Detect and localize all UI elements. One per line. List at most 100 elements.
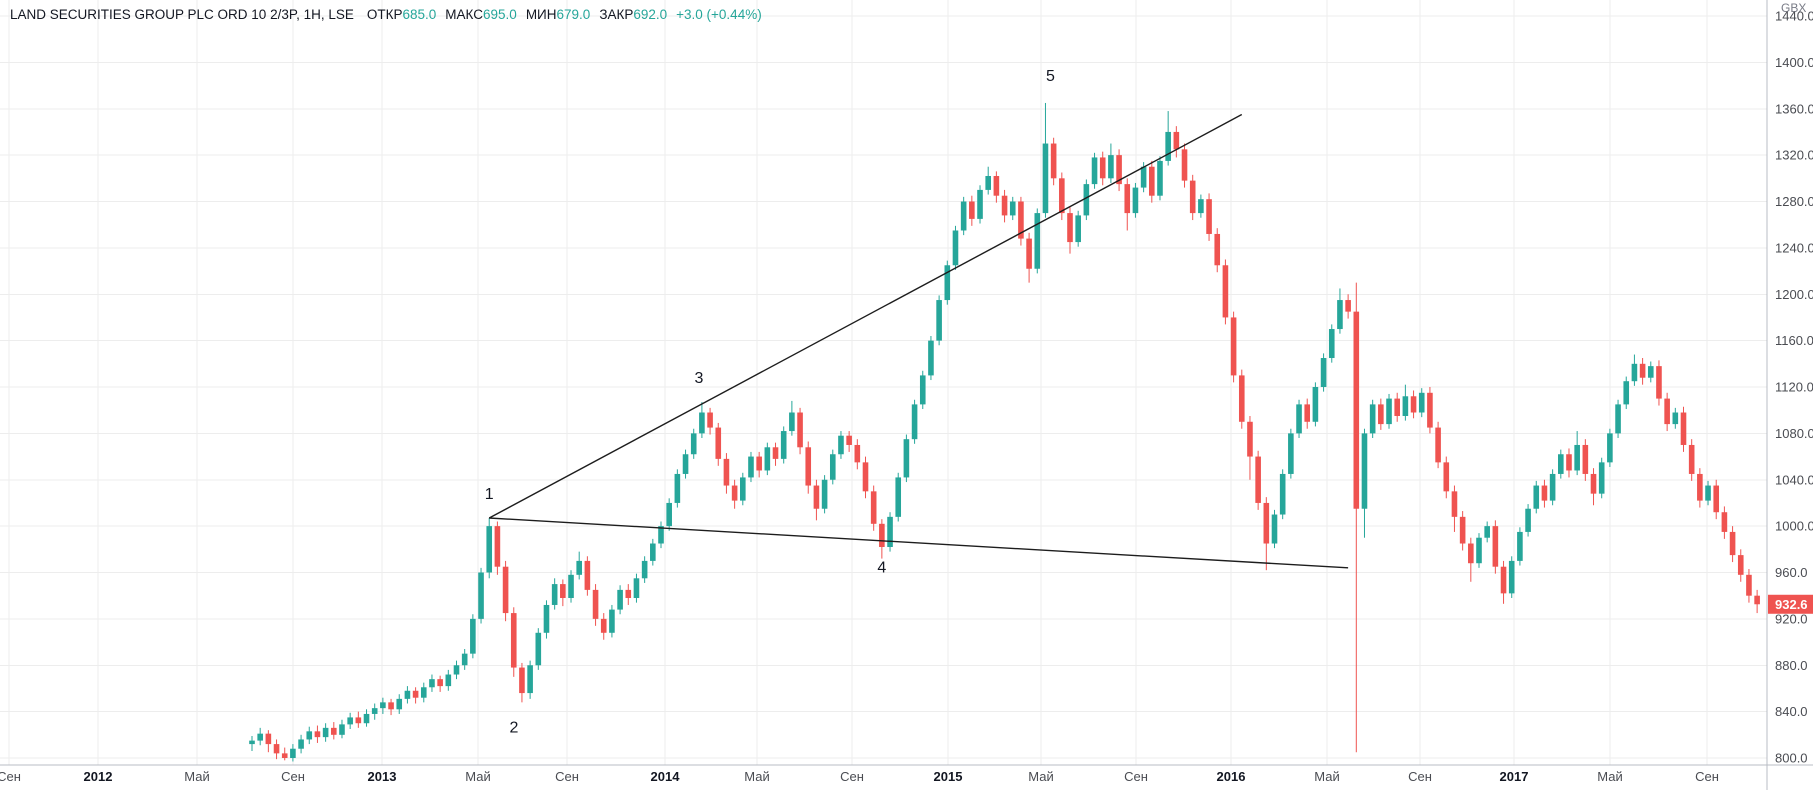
candle-body bbox=[1598, 462, 1605, 494]
time-tick-label: 2013 bbox=[368, 769, 397, 784]
candle-body bbox=[1566, 454, 1572, 471]
candle-body bbox=[609, 609, 615, 633]
candle-body bbox=[764, 447, 771, 471]
candle-body bbox=[306, 731, 313, 740]
candle-body bbox=[1034, 213, 1041, 269]
wave-label-5[interactable]: 5 bbox=[1046, 68, 1055, 85]
candle-body bbox=[1459, 516, 1466, 544]
symbol-title[interactable]: LAND SECURITIES GROUP PLC ORD 10 2/3P, 1… bbox=[10, 7, 354, 22]
candle-body bbox=[1140, 166, 1147, 188]
candle-body bbox=[535, 632, 542, 666]
candle-body bbox=[314, 731, 321, 738]
candle-body bbox=[1083, 184, 1090, 216]
candle-body bbox=[641, 560, 648, 579]
time-tick-label: 2012 bbox=[84, 769, 113, 784]
candle-body bbox=[1108, 155, 1114, 179]
candle-body bbox=[1214, 233, 1221, 266]
candle-body bbox=[478, 572, 484, 619]
candle-body bbox=[1116, 155, 1122, 185]
candle-body bbox=[1713, 485, 1720, 513]
price-tick-label: 1400.0 bbox=[1775, 55, 1813, 70]
wave-label-3[interactable]: 3 bbox=[694, 370, 703, 387]
price-tick-label: 840.0 bbox=[1775, 704, 1808, 719]
candle-body bbox=[1328, 329, 1335, 359]
candle-body bbox=[429, 679, 435, 688]
candle-body bbox=[723, 458, 730, 486]
time-tick-label: Сен bbox=[281, 769, 305, 784]
price-tick-label: 1280.0 bbox=[1775, 194, 1813, 209]
candle-body bbox=[919, 375, 926, 405]
candle-body bbox=[960, 201, 967, 231]
price-tick-label: 1320.0 bbox=[1775, 148, 1813, 163]
wave-label-1[interactable]: 1 bbox=[485, 486, 494, 503]
candle-body bbox=[887, 516, 893, 547]
candle-body bbox=[1664, 398, 1670, 425]
candle-body bbox=[1296, 404, 1302, 434]
candle-body bbox=[1639, 363, 1646, 378]
candle-body bbox=[1091, 157, 1098, 185]
candle-body bbox=[690, 433, 697, 455]
candle-body bbox=[339, 724, 345, 735]
wave-label-2[interactable]: 2 bbox=[509, 719, 518, 736]
candle-body bbox=[1468, 543, 1474, 564]
candle-body bbox=[944, 265, 951, 301]
candle-body bbox=[543, 604, 550, 633]
candle-body bbox=[1353, 311, 1360, 509]
candle-body bbox=[1050, 143, 1057, 179]
candle-body bbox=[838, 435, 844, 455]
candle-body bbox=[699, 412, 705, 434]
candle-body bbox=[1279, 473, 1286, 515]
candle-body bbox=[1729, 531, 1736, 556]
trendline-upper[interactable] bbox=[488, 113, 1243, 519]
candle-body bbox=[396, 698, 403, 710]
candle-body bbox=[1688, 444, 1695, 474]
candle-body bbox=[993, 175, 1000, 196]
time-axis[interactable] bbox=[0, 765, 1813, 790]
candle-body bbox=[1157, 160, 1163, 196]
candle-body bbox=[1402, 396, 1409, 416]
time-tick-label: Сен bbox=[1695, 769, 1719, 784]
price-tick-label: 1120.0 bbox=[1775, 380, 1813, 395]
time-tick-label: 2015 bbox=[934, 769, 963, 784]
time-tick-label: 2017 bbox=[1500, 769, 1529, 784]
candle-body bbox=[1672, 412, 1679, 425]
candle-body bbox=[1255, 456, 1261, 503]
candle-body bbox=[1737, 555, 1744, 575]
price-tick-label: 1160.0 bbox=[1775, 333, 1813, 348]
candle-body bbox=[1525, 508, 1531, 532]
candle-body bbox=[1451, 491, 1458, 517]
candle-body bbox=[331, 727, 337, 735]
candle-body bbox=[1001, 195, 1008, 216]
candle-body bbox=[1484, 526, 1490, 538]
candle-body bbox=[1680, 412, 1687, 445]
chart-legend: LAND SECURITIES GROUP PLC ORD 10 2/3P, 1… bbox=[10, 7, 762, 22]
candle-body bbox=[1582, 444, 1589, 474]
candle-body bbox=[298, 739, 304, 749]
candle-body bbox=[879, 523, 885, 547]
price-tick-label: 880.0 bbox=[1775, 658, 1808, 673]
candle-body bbox=[1705, 485, 1711, 501]
candle-body bbox=[322, 727, 329, 738]
candle-body bbox=[453, 665, 460, 675]
candle-body bbox=[658, 526, 664, 544]
candle-body bbox=[1574, 444, 1580, 471]
candle-body bbox=[281, 753, 288, 758]
candle-body bbox=[1238, 375, 1245, 422]
candle-body bbox=[519, 667, 525, 694]
trendline-lower[interactable] bbox=[489, 517, 1349, 569]
candle-body bbox=[707, 412, 713, 428]
candle-body bbox=[650, 543, 656, 561]
candle-body bbox=[600, 618, 607, 633]
candle-body bbox=[756, 456, 762, 471]
price-tick-label: 1000.0 bbox=[1775, 519, 1813, 534]
price-tick-label: 920.0 bbox=[1775, 611, 1808, 626]
candle-body bbox=[1549, 473, 1556, 501]
wave-label-4[interactable]: 4 bbox=[877, 560, 886, 577]
price-tick-label: 1240.0 bbox=[1775, 240, 1813, 255]
candle-body bbox=[1697, 473, 1703, 501]
candle-body bbox=[1623, 381, 1630, 405]
time-tick-label: Май bbox=[465, 769, 490, 784]
candle-body bbox=[674, 473, 681, 503]
